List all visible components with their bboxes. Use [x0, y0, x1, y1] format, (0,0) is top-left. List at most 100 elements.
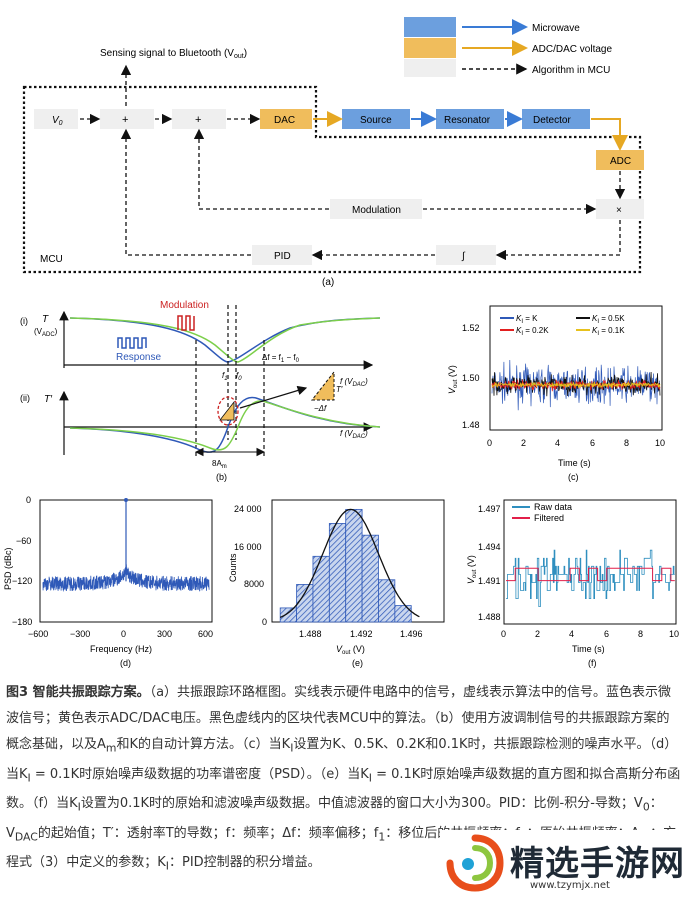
- c-xtick: 2: [521, 438, 526, 448]
- v0-box: [34, 109, 78, 129]
- transmission-curve-original: [69, 317, 381, 363]
- e-bar: [312, 555, 330, 623]
- derivative-curve-original: [69, 400, 381, 451]
- svg-text:−Δf: −Δf: [314, 404, 327, 413]
- mcu-boundary: [22, 85, 642, 274]
- svg-text:f0: f0: [236, 371, 242, 382]
- legend-algorithm-label: Algorithm in MCU: [532, 65, 610, 76]
- svg-text:6: 6: [604, 629, 609, 639]
- panel-c-legend: KI = K KI = 0.5K KI = 0.2K KI = 0.1K: [500, 314, 625, 337]
- svg-text:f1: f1: [222, 371, 228, 382]
- svg-text:f (VDAC): f (VDAC): [340, 429, 368, 440]
- watermark-url: www.tzymjx.net: [530, 880, 610, 891]
- c-ytick: 1.52: [462, 323, 480, 333]
- dac-box: [260, 109, 312, 129]
- source-box: [342, 109, 410, 129]
- e-bar: [378, 579, 396, 623]
- svg-text:24 000: 24 000: [234, 504, 262, 514]
- svg-text:−120: −120: [12, 576, 32, 586]
- legend-microwave-label: Microwave: [532, 23, 580, 34]
- svg-text:0: 0: [121, 629, 126, 639]
- panel-b: (i) (ii) T (VADC) T′ f (VDAC) f (VDAC) M…: [20, 300, 381, 482]
- slope-triangle: [310, 370, 335, 401]
- watermark: 精选手游网 www.tzymjx.net: [440, 830, 686, 900]
- panel-e: 24 000 16 000 8000 0 1.488 1.492 1.496 V…: [228, 499, 445, 668]
- svg-text:KI = 0.2K: KI = 0.2K: [516, 326, 549, 337]
- e-bar: [279, 607, 297, 623]
- svg-text:DAC: DAC: [274, 115, 295, 126]
- legend-adc-swatch: [404, 38, 456, 58]
- svg-text:1.497: 1.497: [478, 504, 501, 514]
- panel-a: Microwave ADC/DAC voltage Algorithm in M…: [22, 17, 644, 288]
- e-bar: [345, 508, 363, 623]
- svg-text:8: 8: [638, 629, 643, 639]
- sensing-signal-label: Sensing signal to Bluetooth (Vout): [100, 48, 247, 60]
- panel-b-label: (b): [216, 472, 227, 482]
- svg-text:PID: PID: [274, 251, 291, 262]
- svg-text:ADC: ADC: [610, 156, 631, 167]
- svg-text:KI = 0.1K: KI = 0.1K: [592, 326, 625, 337]
- legend-algorithm-swatch: [404, 59, 456, 77]
- panel-a-label: (a): [322, 277, 334, 288]
- e-gaussian-fit: [279, 508, 420, 618]
- svg-text:Time (s): Time (s): [572, 644, 605, 654]
- svg-text:2: 2: [535, 629, 540, 639]
- panel-f: Raw data Filtered 1.497 1.494 1.491 1.48…: [466, 499, 679, 668]
- svg-text:Detector: Detector: [533, 115, 571, 126]
- svg-text:(ii): (ii): [20, 393, 30, 403]
- svg-text:−300: −300: [70, 629, 90, 639]
- svg-text:1.492: 1.492: [350, 629, 373, 639]
- svg-text:T′: T′: [44, 394, 53, 405]
- svg-text:Modulation: Modulation: [352, 205, 401, 216]
- svg-text:(f): (f): [588, 658, 597, 668]
- svg-text:KI = K: KI = K: [516, 314, 538, 325]
- panel-d: 0 −60 −120 −180 −600 −300 0 300 600 Freq…: [3, 495, 213, 668]
- c-xtick: 6: [590, 438, 595, 448]
- svg-text:f (VDAC): f (VDAC): [340, 377, 368, 388]
- f-filtered: [506, 567, 675, 582]
- figure-3: Microwave ADC/DAC voltage Algorithm in M…: [3, 17, 679, 668]
- modulation-label: Modulation: [160, 300, 209, 311]
- resonator-box: [436, 109, 504, 129]
- svg-text:PSD (dBc): PSD (dBc): [3, 547, 13, 590]
- c-ytick: 1.50: [462, 373, 480, 383]
- c-xtick: 10: [655, 438, 665, 448]
- svg-text:Time (s): Time (s): [558, 458, 591, 468]
- integral-box: [436, 245, 496, 265]
- svg-text:0: 0: [501, 629, 506, 639]
- svg-text:(e): (e): [352, 658, 363, 668]
- svg-text:(d): (d): [120, 658, 131, 668]
- watermark-title: 精选手游网: [510, 844, 685, 884]
- legend-adc-label: ADC/DAC voltage: [532, 44, 612, 55]
- svg-text:KI = 0.5K: KI = 0.5K: [592, 314, 625, 325]
- e-bar: [394, 605, 412, 623]
- adder-2-box: [172, 109, 226, 129]
- e-bar: [296, 584, 314, 623]
- svg-text:−180: −180: [12, 617, 32, 627]
- svg-text:600: 600: [198, 629, 213, 639]
- pid-box: [252, 245, 312, 265]
- svg-text:Vout (V): Vout (V): [336, 644, 365, 656]
- detector-box: [522, 109, 590, 129]
- svg-text:T: T: [42, 314, 49, 325]
- multiplier-box: [596, 199, 644, 219]
- f-raw-data: [506, 549, 675, 607]
- svg-text:(i): (i): [20, 316, 28, 326]
- response-label: Response: [116, 352, 161, 363]
- c-xtick: 4: [555, 438, 560, 448]
- svg-text:8000: 8000: [244, 579, 264, 589]
- c-ytick: 1.48: [462, 420, 480, 430]
- svg-text:+: +: [122, 114, 128, 126]
- svg-text:−600: −600: [28, 629, 48, 639]
- adder-1-box: [100, 109, 154, 129]
- svg-text:Source: Source: [360, 115, 392, 126]
- svg-text:300: 300: [157, 629, 172, 639]
- svg-text:(VADC): (VADC): [34, 327, 58, 338]
- svg-text:Vout (V): Vout (V): [447, 365, 459, 394]
- legend-raw-data: Raw data: [534, 502, 572, 512]
- c-xtick: 8: [624, 438, 629, 448]
- svg-text:0: 0: [26, 495, 31, 505]
- panel-c: KI = K KI = 0.5K KI = 0.2K KI = 0.1K 1.5…: [447, 305, 665, 482]
- svg-text:Δf = f1 − f0: Δf = f1 − f0: [262, 353, 300, 364]
- c-series-3: [491, 381, 661, 389]
